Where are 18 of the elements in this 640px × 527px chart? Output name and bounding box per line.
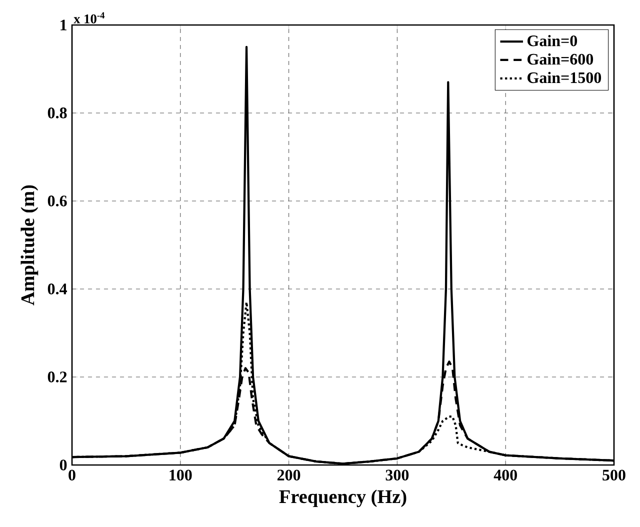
x-tick-label: 400: [494, 470, 517, 480]
legend-label: Gain=1500: [528, 72, 602, 84]
x-tick-label: 100: [170, 470, 192, 480]
text: x 10$^{-4}$: [74, 12, 105, 24]
x-tick-label: 200: [277, 470, 300, 480]
legend-label: Gain=0: [528, 34, 578, 46]
y-tick-label: 0.6: [48, 196, 67, 206]
x-axis-title: Frequency (Hz): [279, 490, 406, 508]
y-tick-label: 0.4: [48, 284, 67, 294]
y-tick-label: 0.2: [48, 372, 67, 382]
legend-label: Gain=600: [528, 53, 594, 65]
y-tick-label: 0: [60, 460, 67, 470]
y-axis-title: Amplitude (m): [20, 185, 38, 306]
x-tick-label: 500: [602, 470, 626, 480]
x-tick-label: 300: [386, 470, 409, 480]
y-tick-label: 0.8: [48, 108, 67, 118]
x-tick-label: 0: [68, 470, 76, 480]
y-tick-label: 1: [60, 20, 66, 30]
